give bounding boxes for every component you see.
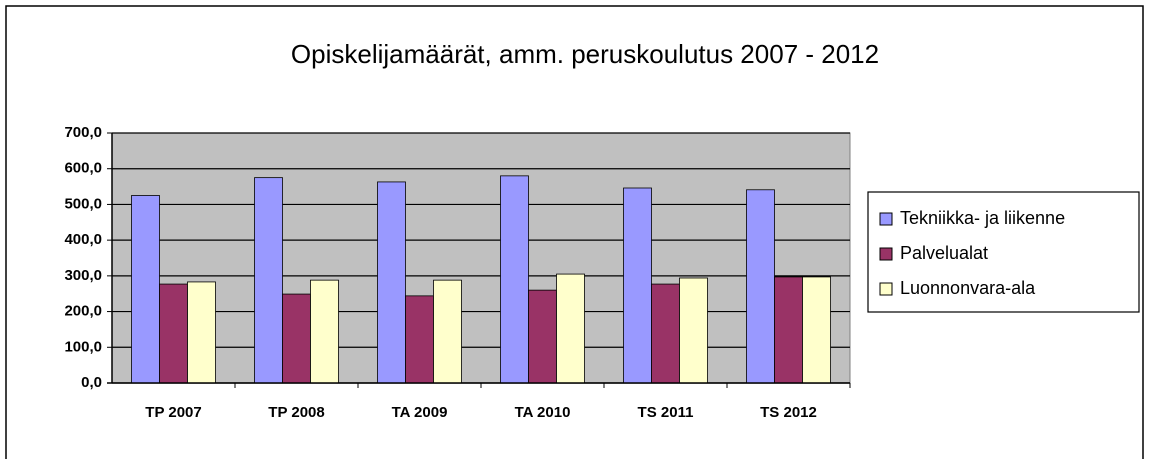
y-tick-label: 500,0 (64, 195, 102, 212)
bar (159, 283, 188, 384)
bar (377, 181, 406, 384)
bar (500, 175, 529, 384)
legend-swatch (879, 212, 893, 226)
y-tick-label: 200,0 (64, 303, 102, 320)
y-tick-label: 300,0 (64, 267, 102, 284)
x-tick-label: TA 2009 (392, 404, 448, 421)
bar (131, 195, 160, 384)
legend-swatch (879, 282, 893, 296)
legend-label: Luonnonvara-ala (900, 278, 1036, 298)
bar (282, 293, 311, 384)
y-tick-label: 700,0 (64, 124, 102, 141)
bar (405, 295, 434, 384)
legend-box (867, 191, 1140, 313)
bar (528, 289, 557, 384)
bar (651, 283, 680, 384)
x-tick-label: TS 2011 (638, 404, 694, 421)
y-tick-label: 600,0 (64, 160, 102, 177)
x-tick-label: TS 2012 (760, 404, 817, 421)
legend-label: Tekniikka- ja liikenne (900, 208, 1065, 228)
x-tick-label: TP 2007 (145, 404, 201, 421)
bar (679, 277, 708, 384)
x-tick-label: TA 2010 (515, 404, 571, 421)
chart-title: Opiskelijamäärät, amm. peruskoulutus 200… (291, 39, 879, 69)
y-tick-label: 400,0 (64, 231, 102, 248)
bar (556, 273, 585, 384)
bar (746, 189, 775, 384)
bar (254, 177, 283, 384)
bar (433, 279, 462, 384)
x-tick-label: TP 2008 (268, 404, 324, 421)
bar (187, 281, 216, 384)
bar (310, 279, 339, 384)
plot-area (111, 132, 851, 384)
y-tick-label: 0,0 (81, 374, 102, 391)
y-tick-label: 100,0 (64, 338, 102, 355)
bar (774, 276, 803, 384)
legend-swatch (879, 247, 893, 261)
legend-label: Palvelualat (900, 243, 988, 263)
bar (802, 276, 831, 384)
bar (623, 187, 652, 384)
